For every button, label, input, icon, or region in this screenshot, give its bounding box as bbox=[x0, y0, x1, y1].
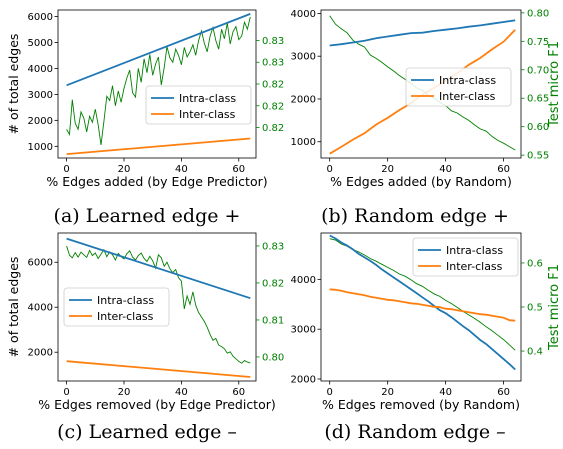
y-axis-label: # of total edges bbox=[6, 257, 21, 358]
y2-axis-label: Test micro F1 bbox=[547, 41, 562, 128]
y2-tick-label: 0.6 bbox=[527, 258, 543, 269]
x-tick-label: 0 bbox=[63, 387, 69, 398]
x-axis-label: % Edges added (by Edge Predictor) bbox=[46, 174, 267, 189]
y-tick-label: 1000 bbox=[291, 137, 316, 148]
y2-axis-label: Test micro F1 bbox=[547, 264, 562, 351]
legend: Intra-class Inter-class bbox=[63, 287, 170, 327]
subplot-a: 0 20 40 60 1000 2000 3000 4000 5000 6000 0.82 0.82 0… bbox=[6, 9, 284, 227]
x-tick-label: 60 bbox=[232, 164, 245, 175]
plot-frame bbox=[320, 9, 522, 159]
y2-tick-label: 0.4 bbox=[527, 347, 543, 358]
y2-tick-label: 0.60 bbox=[527, 122, 549, 133]
legend: Intra-class Inter-class bbox=[145, 85, 252, 125]
x-tick-label: 20 bbox=[118, 387, 131, 398]
y2-tick-label: 0.83 bbox=[262, 58, 284, 69]
legend: Intra-class Inter-class bbox=[412, 237, 519, 277]
y-tick-label: 2000 bbox=[28, 348, 53, 359]
legend-entry: Inter-class bbox=[439, 90, 496, 103]
x-axis-label: % Edges added (by Random) bbox=[330, 174, 512, 189]
x-tick-label: 0 bbox=[327, 164, 333, 175]
legend: Intra-class Inter-class bbox=[405, 67, 512, 107]
intra-class-line bbox=[66, 13, 251, 87]
y-tick-label: 6000 bbox=[28, 12, 53, 23]
legend-entry: Inter-class bbox=[179, 108, 236, 121]
legend-entry: Intra-class bbox=[179, 92, 236, 105]
y-tick-label: 4000 bbox=[291, 9, 316, 20]
y-tick-label: 6000 bbox=[28, 258, 53, 269]
x-tick-label: 20 bbox=[381, 164, 394, 175]
x-tick-label: 40 bbox=[439, 164, 452, 175]
y-tick-label: 2000 bbox=[291, 94, 316, 105]
legend-entry: Intra-class bbox=[446, 244, 503, 257]
y-tick-label: 3000 bbox=[28, 90, 53, 101]
subplot-caption: (c) Learned edge – bbox=[57, 421, 237, 443]
plot-frame bbox=[57, 9, 257, 159]
x-tick-label: 60 bbox=[232, 387, 245, 398]
x-tick-label: 60 bbox=[497, 387, 510, 398]
x-axis-label: % Edges removed (by Random) bbox=[322, 397, 520, 412]
f1-line bbox=[329, 238, 516, 351]
y2-tick-label: 0.82 bbox=[262, 278, 284, 289]
y-tick-label: 3000 bbox=[291, 52, 316, 63]
x-tick-label: 20 bbox=[381, 387, 394, 398]
legend-entry: Intra-class bbox=[439, 74, 496, 87]
y-tick-label: 4000 bbox=[28, 303, 53, 314]
y2-tick-label: 0.65 bbox=[527, 94, 549, 105]
y2-tick-label: 0.80 bbox=[262, 352, 284, 363]
y2-tick-label: 0.80 bbox=[527, 8, 549, 19]
x-tick-label: 60 bbox=[497, 164, 510, 175]
inter-class-line bbox=[66, 360, 251, 378]
subplot-caption: (a) Learned edge + bbox=[54, 205, 241, 227]
y2-tick-label: 0.75 bbox=[527, 37, 549, 48]
x-tick-label: 0 bbox=[327, 387, 333, 398]
x-tick-label: 20 bbox=[118, 164, 131, 175]
x-tick-label: 40 bbox=[175, 164, 188, 175]
y-tick-label: 2000 bbox=[291, 375, 316, 386]
y-tick-label: 5000 bbox=[28, 38, 53, 49]
intra-class-line bbox=[66, 237, 251, 300]
subplot-caption: (d) Random edge – bbox=[324, 421, 505, 443]
y2-tick-label: 0.82 bbox=[262, 101, 284, 112]
y2-tick-label: 0.83 bbox=[262, 241, 284, 252]
y-tick-label: 3000 bbox=[291, 325, 316, 336]
y2-tick-label: 0.55 bbox=[527, 151, 549, 162]
f1-line bbox=[66, 245, 251, 364]
subplot-b: 0 20 40 60 1000 2000 3000 4000 0.55 0.60 0.65 0.70 0… bbox=[291, 8, 562, 227]
intra-class-line bbox=[329, 234, 516, 371]
y-tick-label: 1000 bbox=[28, 142, 53, 153]
legend-entry: Inter-class bbox=[97, 310, 154, 323]
inter-class-line bbox=[329, 288, 516, 322]
subplot-c: 0 20 40 60 2000 4000 6000 0.80 0.81 0.82 0.83 % Edg… bbox=[6, 232, 284, 443]
y2-tick-label: 0.82 bbox=[262, 80, 284, 91]
x-axis-label: % Edges removed (by Edge Predictor) bbox=[38, 397, 276, 412]
subplot-caption: (b) Random edge + bbox=[321, 205, 509, 227]
subplot-d: 0 20 40 60 2000 3000 4000 0.4 0.5 0.6 % Edges remo… bbox=[291, 232, 562, 443]
f1-line bbox=[66, 16, 251, 145]
y2-tick-label: 0.70 bbox=[527, 65, 549, 76]
legend-entry: Inter-class bbox=[446, 260, 503, 273]
x-tick-label: 40 bbox=[175, 387, 188, 398]
y-tick-label: 2000 bbox=[28, 116, 53, 127]
intra-class-line bbox=[329, 19, 516, 47]
y-tick-label: 4000 bbox=[291, 275, 316, 286]
y2-tick-label: 0.83 bbox=[262, 36, 284, 47]
y2-tick-label: 0.5 bbox=[527, 303, 543, 314]
y2-tick-label: 0.81 bbox=[262, 315, 284, 326]
x-tick-label: 0 bbox=[63, 164, 69, 175]
x-tick-label: 40 bbox=[439, 387, 452, 398]
y-tick-label: 4000 bbox=[28, 64, 53, 75]
y-axis-label: # of total edges bbox=[6, 34, 21, 135]
inter-class-line bbox=[66, 137, 251, 155]
y2-tick-label: 0.82 bbox=[262, 123, 284, 134]
legend-entry: Intra-class bbox=[97, 294, 154, 307]
